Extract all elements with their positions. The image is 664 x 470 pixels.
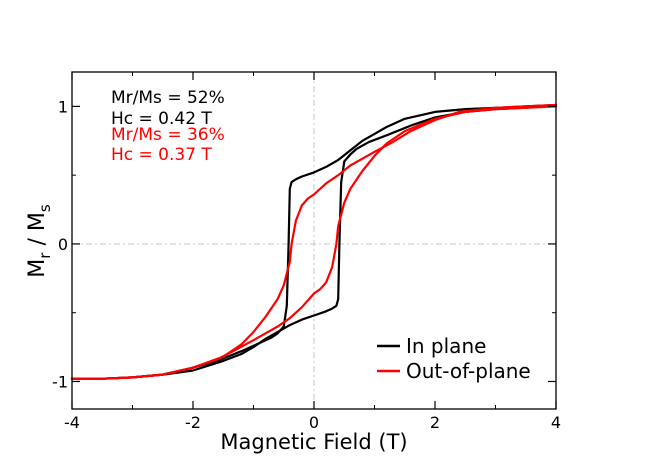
x-axis-label: Magnetic Field (T): [220, 430, 407, 454]
x-tick-label: 4: [551, 413, 561, 432]
hysteresis-curves: [70, 103, 558, 380]
y-label-m: M: [25, 259, 50, 278]
y-tick-label: 1: [58, 97, 68, 116]
annotation-hc-in-plane: Hc = 0.42 T: [111, 109, 212, 129]
x-tick-label: -4: [64, 413, 80, 432]
series-in-plane-upper-branch: [70, 103, 558, 380]
legend-label-in-plane: In plane: [406, 334, 486, 358]
y-tick-label: 0: [58, 235, 68, 254]
annotations: Mr/Ms = 52% Hc = 0.42 T Mr/Ms = 36% Hc =…: [111, 88, 225, 165]
annotation-mr-ms-in-plane: Mr/Ms = 52%: [111, 88, 225, 108]
y-label-sub-s: s: [36, 204, 54, 212]
axis-ticks: -4 -2 0 2 4 -1 0 1: [52, 72, 561, 432]
x-tick-label: 2: [430, 413, 440, 432]
annotation-mr-ms-out-of-plane: Mr/Ms = 36%: [111, 125, 225, 145]
zero-grid-lines: [72, 72, 556, 409]
y-tick-label: -1: [52, 372, 68, 391]
legend-label-out-of-plane: Out-of-plane: [406, 359, 531, 383]
y-axis-label: Mr / Ms: [25, 204, 54, 278]
x-tick-label: 0: [309, 413, 319, 432]
series-out-of-plane-lower-branch: [70, 105, 558, 380]
y-label-slash-m: / M: [25, 212, 50, 252]
y-label-sub-r: r: [36, 252, 54, 259]
series-in-plane-lower-branch: [70, 103, 558, 380]
x-tick-label: -2: [185, 413, 201, 432]
legend: In plane Out-of-plane: [377, 334, 531, 383]
annotation-hc-out-of-plane: Hc = 0.37 T: [111, 145, 212, 165]
